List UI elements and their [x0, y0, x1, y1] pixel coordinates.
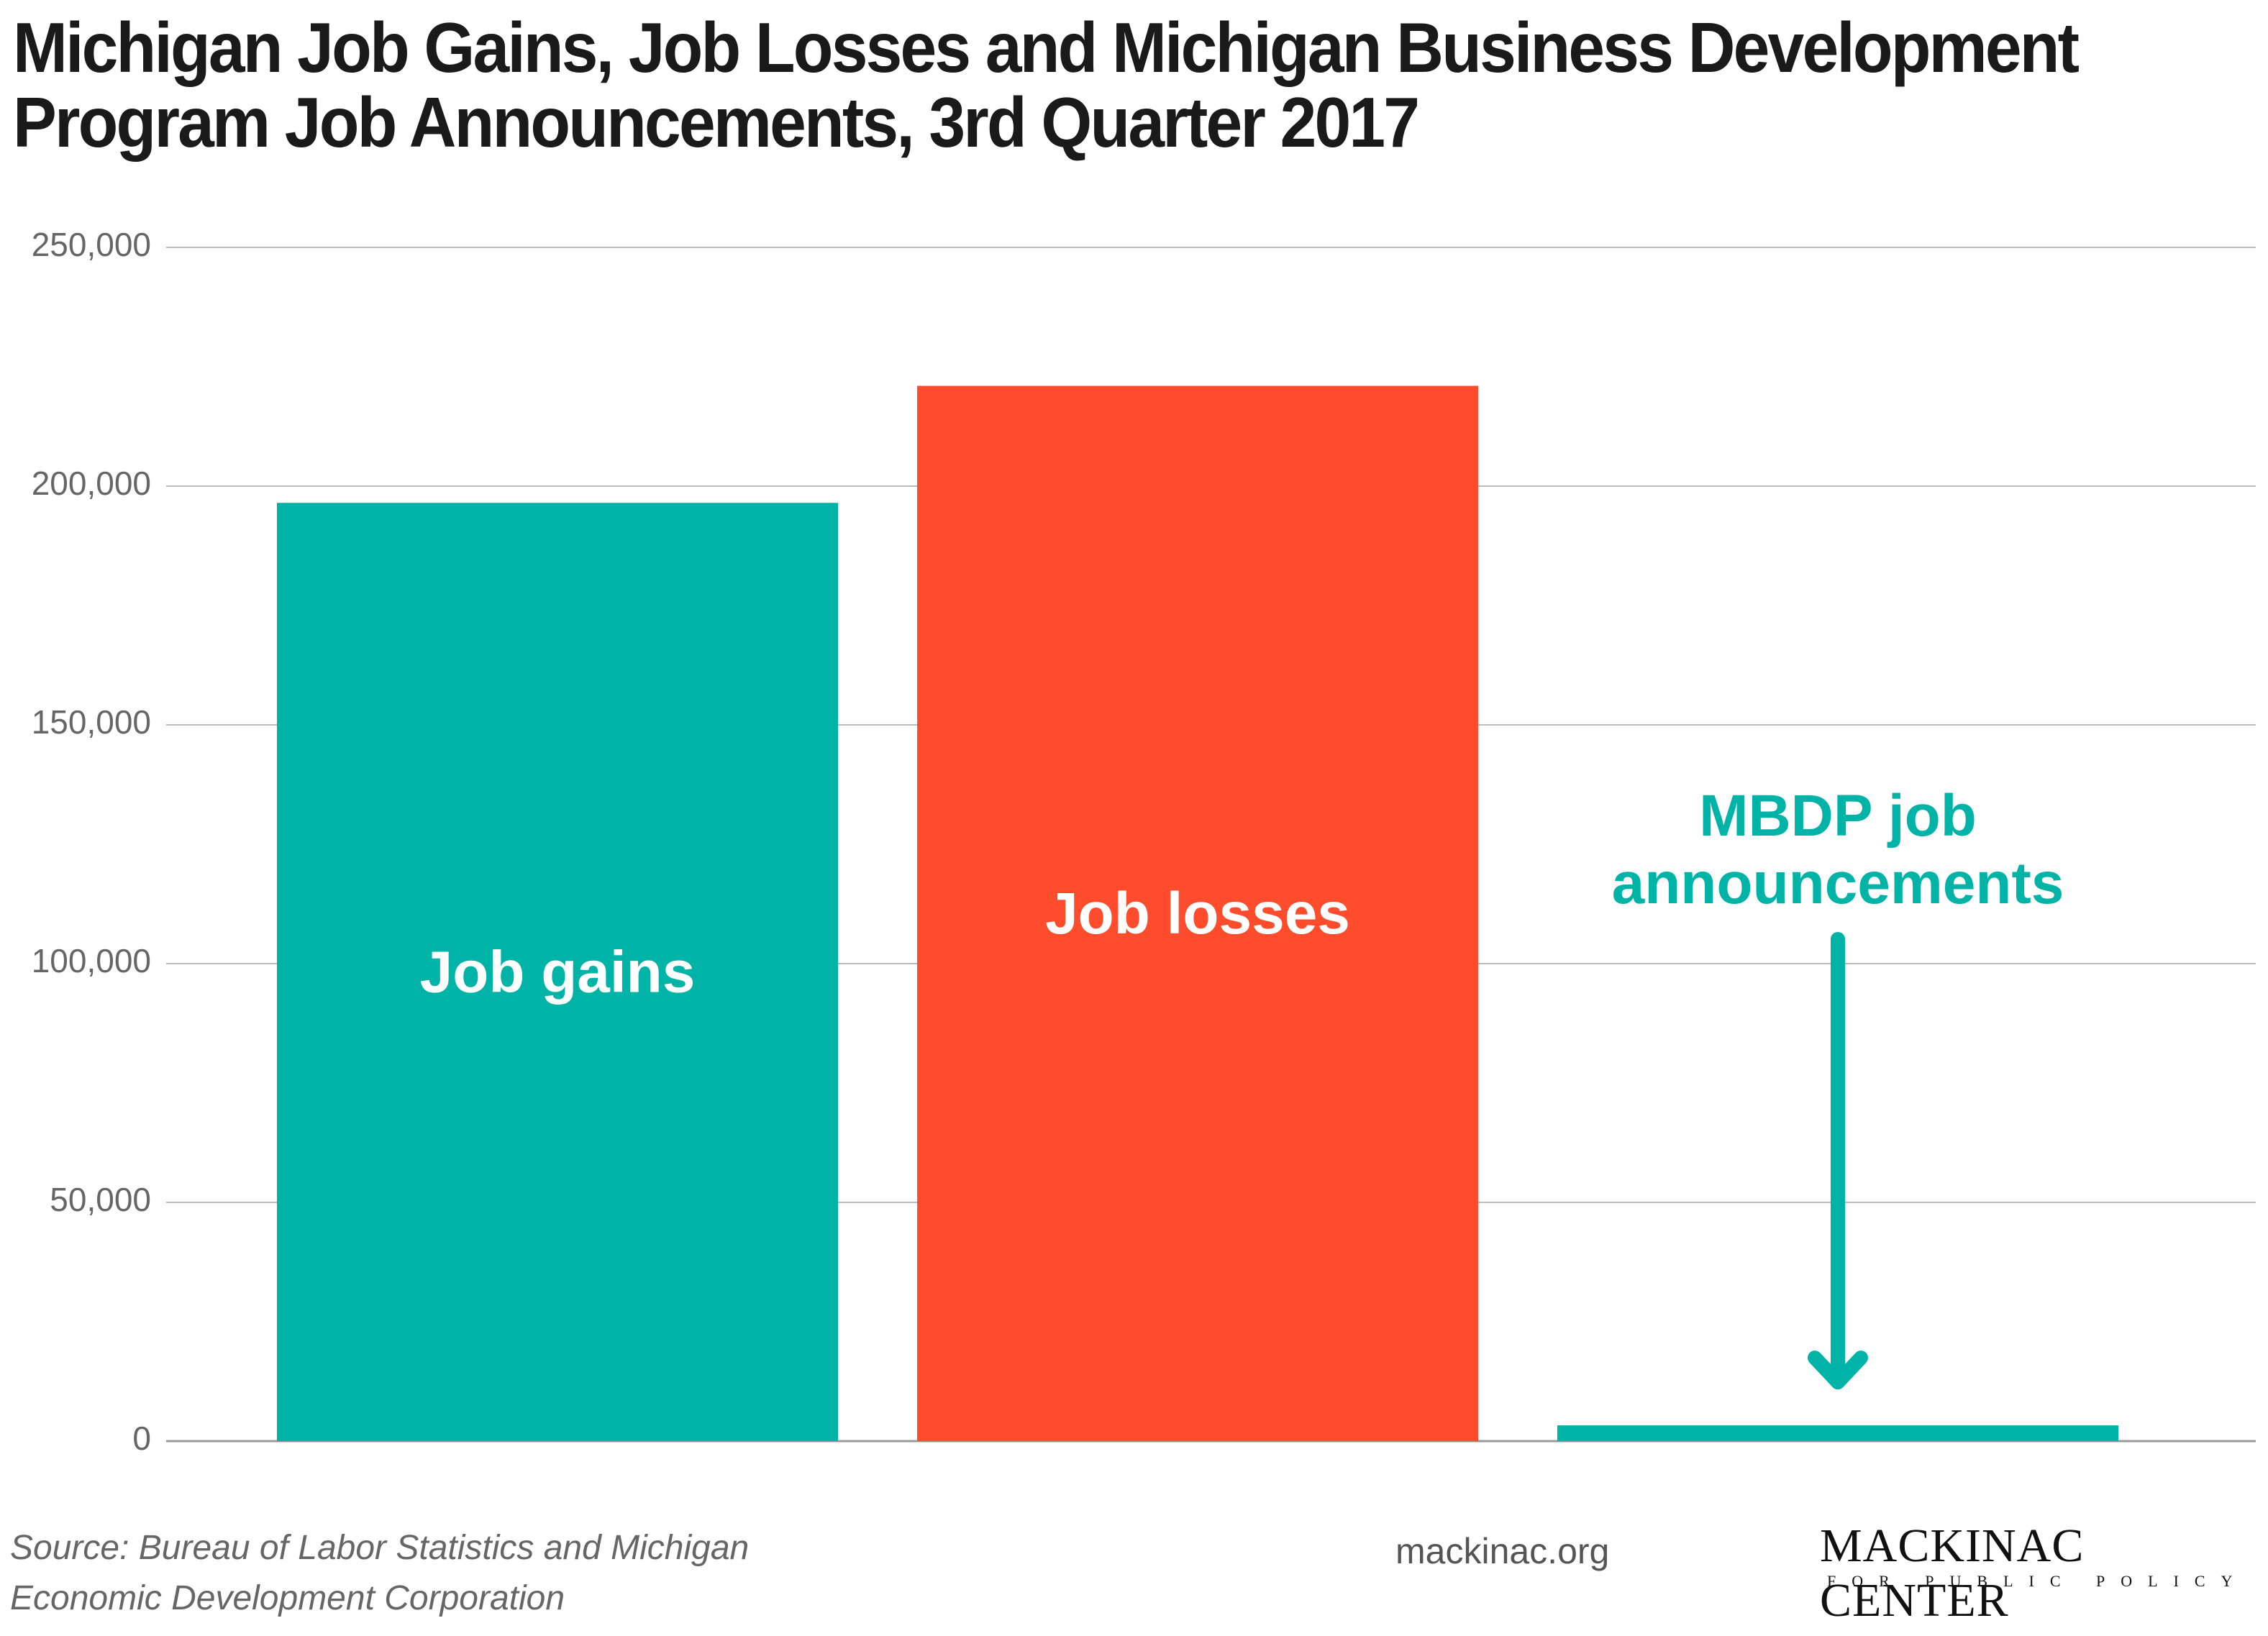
y-tick-label: 0 — [132, 1420, 151, 1457]
chart-title: Michigan Job Gains, Job Losses and Michi… — [13, 8, 2080, 162]
website: mackinac.org — [1395, 1531, 1610, 1571]
bar — [1557, 1425, 2118, 1441]
y-tick-label: 200,000 — [32, 465, 151, 502]
source-note: Source: Bureau of Labor Statistics and M… — [10, 1529, 750, 1617]
bar-label: Job gains — [420, 939, 696, 1005]
y-tick-label: 150,000 — [32, 703, 151, 741]
y-tick-label: 250,000 — [32, 226, 151, 263]
bar-label: Job losses — [1045, 881, 1350, 946]
y-tick-label: 100,000 — [32, 942, 151, 979]
bar — [277, 503, 838, 1441]
annotation-arrowhead — [1808, 1351, 1868, 1390]
bar — [917, 385, 1478, 1441]
bar-annotation: MBDP job announcements — [1611, 783, 2064, 916]
logo-name: MACKINAC CENTER — [1820, 1520, 2085, 1627]
logo-tagline: FOR PUBLIC POLICY — [1827, 1572, 2249, 1590]
y-tick-label: 50,000 — [50, 1181, 151, 1218]
